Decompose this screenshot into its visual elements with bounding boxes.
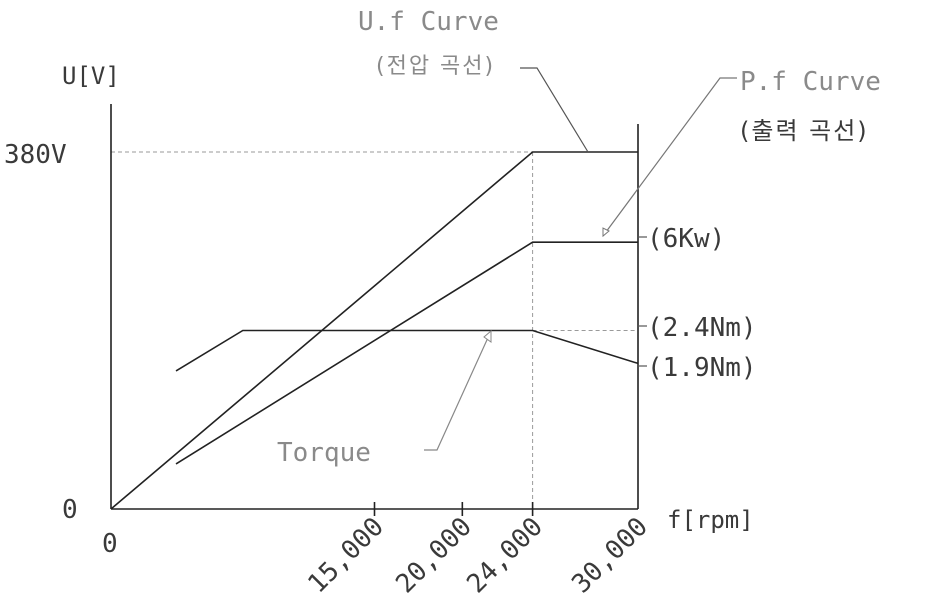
pf-curve-sublabel: (출력 곡선) (740, 117, 869, 145)
torque-leader-arrow-icon (483, 329, 492, 343)
y-tick-label-380v: 380V (4, 140, 67, 170)
pf-leader-arrow-icon (602, 227, 610, 238)
y-axis-title: U[V] (62, 62, 120, 90)
torque-curve-line (175, 329, 639, 372)
torque-label: Torque (277, 438, 371, 468)
label-6kw: (6Kw) (647, 224, 725, 254)
x-tick-label-20000: 20,000 (390, 512, 478, 600)
label-1-9nm: (1.9Nm) (647, 353, 757, 383)
pf-leader-line (602, 77, 737, 237)
pf-curve-label: P.f Curve (740, 67, 881, 97)
x-axis-title: f[rpm] (667, 506, 754, 534)
uf-curve-label: U.f Curve (358, 7, 499, 37)
x-tick-label-24000: 24,000 (461, 512, 549, 600)
torque-leader-line (424, 330, 492, 451)
x-tick-label-15000: 15,000 (302, 512, 390, 600)
pf-curve-line (175, 241, 638, 465)
x-tick-marks (373, 502, 534, 516)
x-tick-label-0: 0 (102, 529, 118, 559)
label-2-4nm: (2.4Nm) (647, 313, 757, 343)
y-tick-label-0: 0 (62, 495, 78, 525)
uf-curve-line (110, 151, 638, 510)
x-tick-label-30000: 30,000 (566, 512, 654, 600)
uf-curve-sublabel: (전압 곡선) (376, 54, 495, 79)
uf-leader-line (520, 67, 589, 153)
